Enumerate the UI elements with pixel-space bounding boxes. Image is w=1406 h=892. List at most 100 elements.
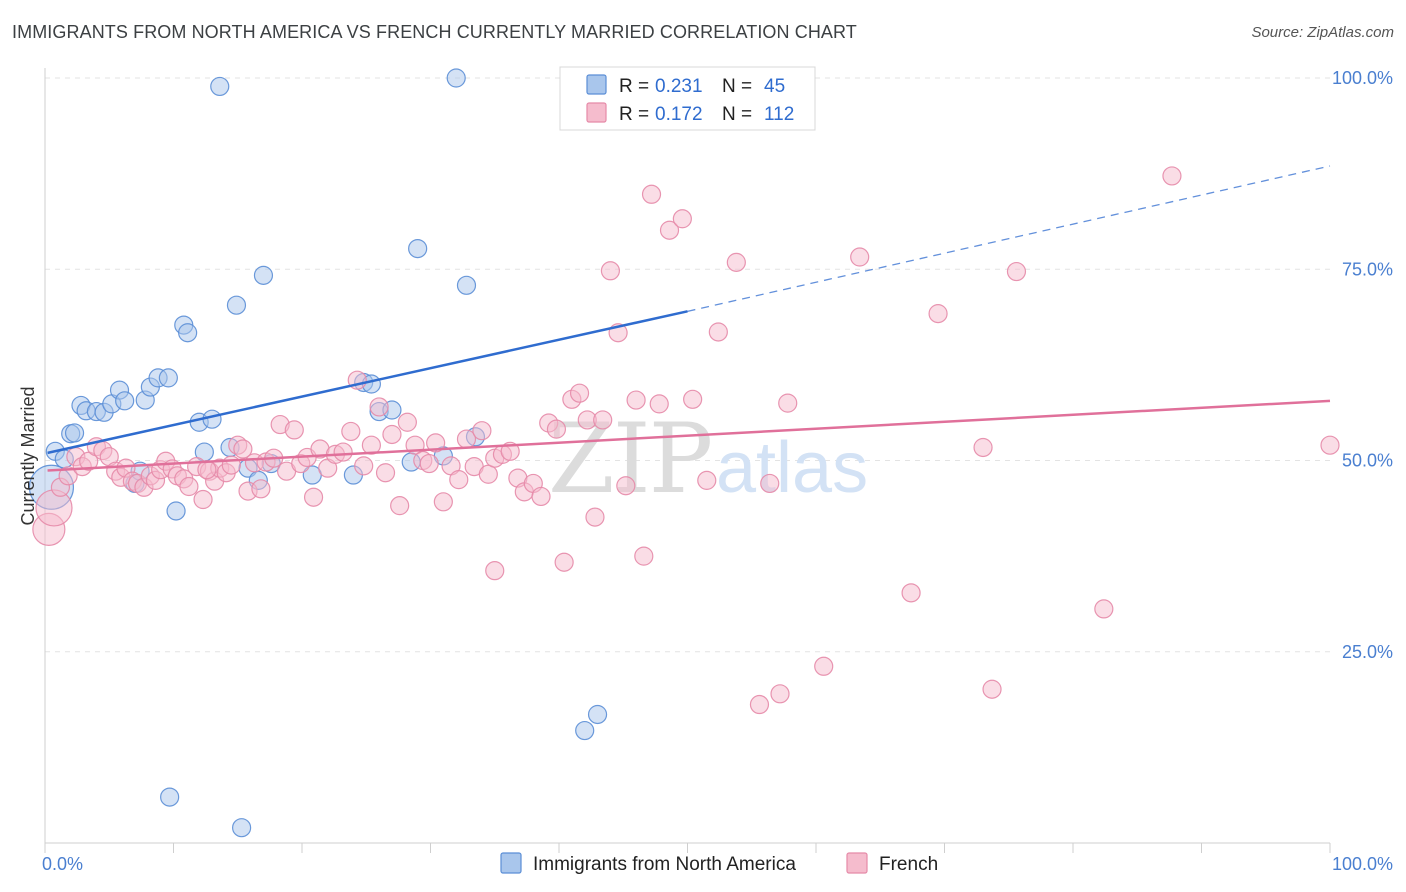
trend-line-french [47,399,1331,472]
legend-n-label: N = [722,76,752,97]
french-point [1006,261,1027,282]
north-america-point [202,409,222,429]
french-point [1162,166,1182,186]
french-point [641,184,662,204]
french-point [233,439,253,459]
trend-line-north-america-extension [687,165,1331,312]
north-america-point [232,818,252,838]
north-america-point [178,323,198,343]
french-point [361,435,381,455]
grid-layer [45,77,1330,653]
french-point [708,322,728,342]
north-america-point [158,368,178,388]
watermark-atlas: atlas [716,428,868,508]
french-point [585,507,605,527]
north-america-point [160,787,180,807]
north-america-point [575,720,595,741]
french-point [449,470,469,490]
french-point [1320,435,1340,455]
french-point [928,304,948,324]
french-point [419,453,439,474]
french-point [683,389,703,409]
x-tick-label: 0.0% [42,854,83,874]
french-point [814,656,834,676]
x-tick-label: 100.0% [1332,854,1393,874]
legend-swatch-french [586,102,607,123]
stats-legend: R = 0.231 N = 45 R = 0.172 N = 112 [559,66,816,131]
french-point [593,410,613,430]
north-america-point [456,275,477,295]
north-america-point [64,423,85,443]
french-point [973,437,993,458]
french-point [193,489,213,510]
french-point [341,421,361,442]
north-america-point [115,391,135,411]
french-point [354,456,374,476]
north-america-point [408,238,428,259]
source-credit: Source: ZipAtlas.com [1251,24,1394,41]
series-legend-swatch-french [846,852,868,874]
north-america-point [253,265,274,285]
series-french-points [32,166,1340,715]
series-legend-swatch-north-america [500,852,522,874]
north-america-point [446,68,466,88]
legend-n-value-french: 112 [764,104,794,125]
y-tick-label: 25.0% [1342,642,1393,662]
trend-line-north-america [47,310,688,455]
watermark-zip: ZIP [548,403,711,515]
french-point [221,455,241,475]
legend-r-value-french: 0.172 [655,104,703,125]
french-point [554,552,574,572]
legend-n-label: N = [722,104,752,125]
french-point [472,421,492,441]
watermark: ZIP atlas [548,403,868,515]
series-legend-label-north-america: Immigrants from North America [533,854,796,875]
french-point [426,433,446,453]
series-legend-label-french: French [879,854,938,875]
french-point [179,476,199,497]
french-point [616,476,636,496]
french-point [375,463,396,483]
french-point [35,489,73,527]
french-point [726,252,746,272]
french-point [303,487,324,507]
legend-swatch-north-america [586,74,607,95]
french-point [382,424,402,445]
y-tick-label: 75.0% [1342,259,1393,279]
north-america-point [166,501,186,521]
legend-r-value-north-america: 0.231 [655,76,703,97]
axis-layer: 25.0% 50.0% 75.0% 100.0% 0.0% 100.0% [42,68,1393,874]
french-point [697,470,717,490]
north-america-point [226,295,247,315]
y-tick-label: 100.0% [1332,68,1393,88]
french-point [982,679,1002,699]
legend-r-label: R = [619,104,649,125]
y-axis-label: Currently Married [18,386,38,525]
series-legend: Immigrants from North America French [500,852,938,875]
french-point [626,390,646,410]
french-point [901,583,921,603]
legend-r-label: R = [619,76,649,97]
french-point [760,473,780,494]
french-point [850,247,870,267]
french-point [397,412,417,432]
french-point [634,546,654,566]
french-point [284,420,304,440]
legend-n-value-north-america: 45 [764,76,785,97]
north-america-point [210,76,230,97]
french-point [600,261,621,281]
french-point [546,419,567,439]
french-point [569,383,590,403]
y-tick-label: 50.0% [1342,451,1393,471]
french-point [369,397,389,417]
french-point [58,466,78,486]
french-point [390,496,410,516]
french-point [333,442,353,462]
french-point [478,464,498,484]
north-america-point [587,704,608,725]
french-point [251,479,271,499]
french-point [433,492,453,512]
french-point [778,393,798,413]
french-point [749,694,770,715]
french-point [659,220,680,240]
